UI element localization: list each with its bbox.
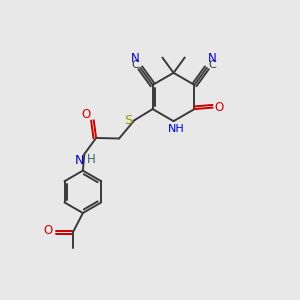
Text: O: O — [214, 101, 224, 114]
Text: S: S — [124, 114, 133, 127]
Text: N: N — [130, 52, 140, 64]
Text: C: C — [208, 60, 216, 70]
Text: H: H — [86, 153, 95, 166]
Text: C: C — [131, 60, 139, 70]
Text: O: O — [44, 224, 53, 237]
Text: N: N — [208, 52, 217, 64]
Text: O: O — [82, 109, 91, 122]
Text: NH: NH — [167, 124, 184, 134]
Text: N: N — [75, 154, 85, 167]
